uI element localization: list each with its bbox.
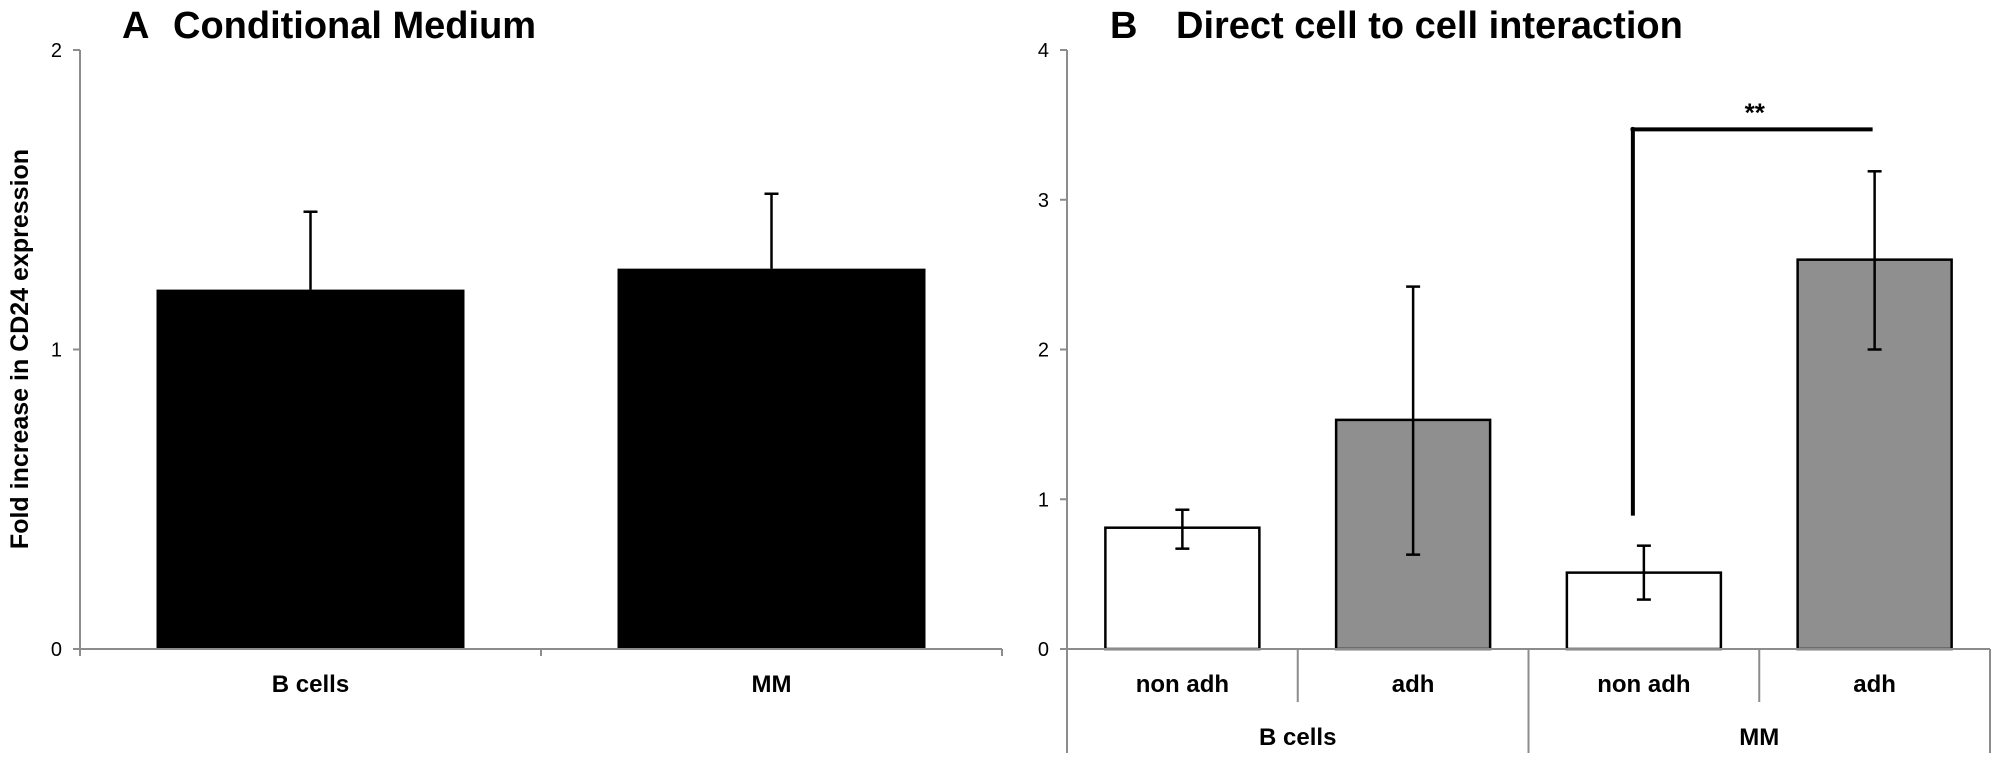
x-category-label: adh	[1853, 671, 1896, 698]
bar	[156, 289, 465, 649]
x-category-label: non adh	[1136, 671, 1229, 698]
panel-a-x-axis: B cells MM	[73, 648, 1003, 698]
x-category-label: adh	[1392, 671, 1435, 698]
x-group-label: B cells	[1259, 724, 1336, 751]
y-axis-label: Fold increase in CD24 expression	[6, 149, 34, 549]
y-tick-label: 1	[51, 340, 62, 362]
panel-b-y-axis: 0 1 2 3 4	[1038, 40, 1068, 661]
panel-a-bars	[156, 192, 926, 649]
y-tick-label: 4	[1038, 40, 1049, 62]
y-tick-label: 0	[1038, 639, 1049, 661]
x-category-label: MM	[752, 671, 792, 698]
y-tick-label: 1	[1038, 489, 1049, 511]
x-category-label: B cells	[272, 671, 349, 698]
panel-a-letter: A	[122, 5, 149, 47]
panel-b-bars	[1104, 170, 1953, 651]
panel-b: B Direct cell to cell interaction 01234 …	[1038, 5, 1991, 753]
panel-a-title: Conditional Medium	[173, 5, 536, 47]
significance-annotation: **	[1630, 97, 1873, 516]
panel-a-y-axis: 0 1 2	[51, 40, 81, 661]
panel-a: A Conditional Medium 0 1 2 B cells MM	[51, 5, 1003, 698]
panel-b-letter: B	[1110, 5, 1137, 47]
panel-b-x-axis: non adh adh non adh adh B cells MM	[1060, 648, 1991, 753]
y-tick-label: 2	[1038, 340, 1049, 362]
y-tick-label: 3	[1038, 190, 1049, 212]
x-category-label: non adh	[1597, 671, 1690, 698]
bracket-corner	[1630, 126, 1636, 132]
significance-label: **	[1745, 97, 1766, 127]
y-tick-label: 2	[51, 40, 62, 62]
panel-b-title: Direct cell to cell interaction	[1176, 5, 1683, 47]
y-tick-label: 0	[51, 639, 62, 661]
bar	[617, 268, 926, 649]
x-group-label: MM	[1739, 724, 1779, 751]
